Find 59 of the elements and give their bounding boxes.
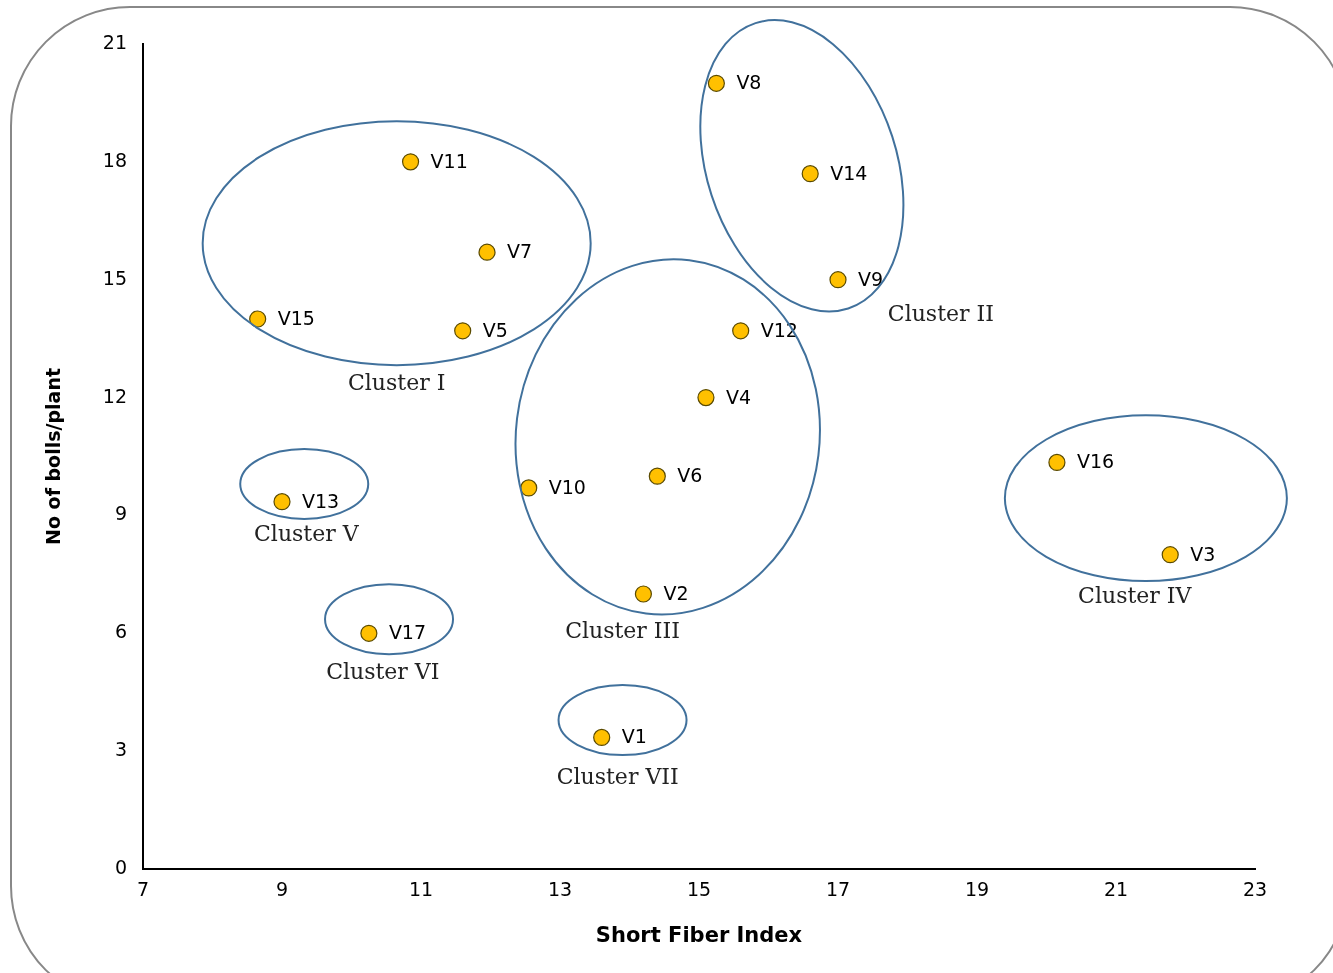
y-tick-label: 6 <box>114 620 127 643</box>
y-tick-label: 9 <box>114 502 127 525</box>
x-tick-label: 21 <box>1103 878 1129 901</box>
point <box>634 585 652 603</box>
data-label: V4 <box>725 385 752 408</box>
point <box>273 493 291 511</box>
data-label: V2 <box>663 581 689 604</box>
x-tick-label: 17 <box>825 878 851 901</box>
data-label: V3 <box>1190 542 1216 565</box>
y-tick-label: 15 <box>102 266 127 289</box>
data-label: V10 <box>548 475 586 498</box>
point <box>401 153 420 171</box>
x-tick-label: 19 <box>964 878 990 901</box>
point <box>707 74 725 92</box>
x-tick-label: 11 <box>408 878 434 901</box>
x-axis-title: Short Fiber Index <box>595 922 803 947</box>
point <box>801 165 819 183</box>
point <box>593 728 611 746</box>
point <box>454 322 472 340</box>
y-tick-label: 0 <box>114 855 127 878</box>
point <box>697 388 715 407</box>
y-tick-label: 12 <box>102 384 127 407</box>
point <box>829 271 847 289</box>
point <box>732 322 750 340</box>
data-label: V14 <box>830 161 868 184</box>
y-axis-title: No of bolls/plant <box>42 368 65 545</box>
point <box>360 624 378 642</box>
point <box>249 310 267 328</box>
data-label: V9 <box>858 267 884 290</box>
data-label: V16 <box>1076 450 1115 473</box>
x-tick-label: 7 <box>136 878 150 901</box>
y-tick-label: 21 <box>102 30 127 53</box>
x-tick-label: 23 <box>1242 878 1268 901</box>
x-tick-label: 9 <box>275 878 289 901</box>
annotation: Cluster III <box>565 617 680 643</box>
annotation: Cluster VI <box>326 658 440 684</box>
point <box>648 467 666 485</box>
data-label: V6 <box>677 464 703 487</box>
x-tick-label: 15 <box>686 878 712 901</box>
point <box>520 479 538 497</box>
data-label: V1 <box>621 725 647 748</box>
x-tick-label: 13 <box>547 878 573 901</box>
data-label: V7 <box>507 240 533 263</box>
y-tick-label: 18 <box>102 148 127 171</box>
data-label: V5 <box>482 318 508 341</box>
point <box>1161 546 1179 564</box>
annotation: Cluster V <box>254 520 360 546</box>
data-label: V11 <box>430 149 468 172</box>
annotation: Cluster IV <box>1078 582 1193 608</box>
data-label: V13 <box>302 489 340 512</box>
annotation: Cluster I <box>347 369 446 395</box>
point <box>1048 453 1066 471</box>
annotation: Cluster II <box>887 300 994 326</box>
point <box>478 243 496 261</box>
annotation: Cluster VII <box>556 763 679 789</box>
data-label: V17 <box>388 621 427 644</box>
data-label: V15 <box>277 306 315 329</box>
data-label: V8 <box>736 71 762 94</box>
y-tick-label: 3 <box>114 738 127 761</box>
